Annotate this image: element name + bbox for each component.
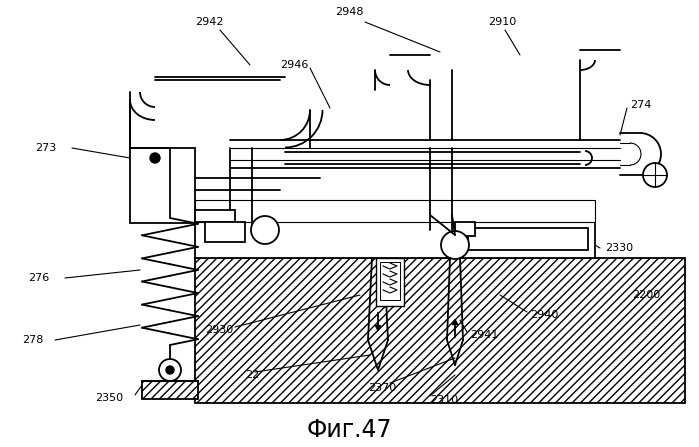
Text: 273: 273 xyxy=(35,143,56,153)
Text: 2310: 2310 xyxy=(430,395,458,405)
Text: 2200: 2200 xyxy=(632,290,661,300)
Text: 276: 276 xyxy=(28,273,49,283)
Circle shape xyxy=(150,153,160,163)
Circle shape xyxy=(643,163,667,187)
Text: 2946: 2946 xyxy=(280,60,308,70)
Bar xyxy=(376,258,404,306)
Text: 2350: 2350 xyxy=(95,393,123,403)
Text: 2942: 2942 xyxy=(195,17,224,27)
Bar xyxy=(195,210,235,222)
Text: 2910: 2910 xyxy=(488,17,517,27)
Circle shape xyxy=(441,231,469,259)
Bar xyxy=(195,222,595,258)
Circle shape xyxy=(251,216,279,244)
Bar xyxy=(205,222,245,242)
Text: 2370: 2370 xyxy=(368,383,396,393)
Text: 2330: 2330 xyxy=(605,243,633,253)
Text: 2948: 2948 xyxy=(335,7,363,17)
Bar xyxy=(455,222,475,236)
Bar xyxy=(142,381,198,399)
Bar xyxy=(195,200,595,222)
Text: 274: 274 xyxy=(630,100,651,110)
Circle shape xyxy=(159,359,181,381)
Text: 22: 22 xyxy=(245,370,259,380)
Bar xyxy=(468,228,588,250)
Circle shape xyxy=(166,366,174,374)
Text: 2930: 2930 xyxy=(205,325,233,335)
Bar xyxy=(380,262,400,300)
Text: 2941: 2941 xyxy=(470,330,498,340)
Bar xyxy=(195,258,685,403)
Text: 2940: 2940 xyxy=(530,310,559,320)
Text: 278: 278 xyxy=(22,335,43,345)
Text: Фиг.47: Фиг.47 xyxy=(306,418,391,442)
Bar xyxy=(130,148,195,223)
